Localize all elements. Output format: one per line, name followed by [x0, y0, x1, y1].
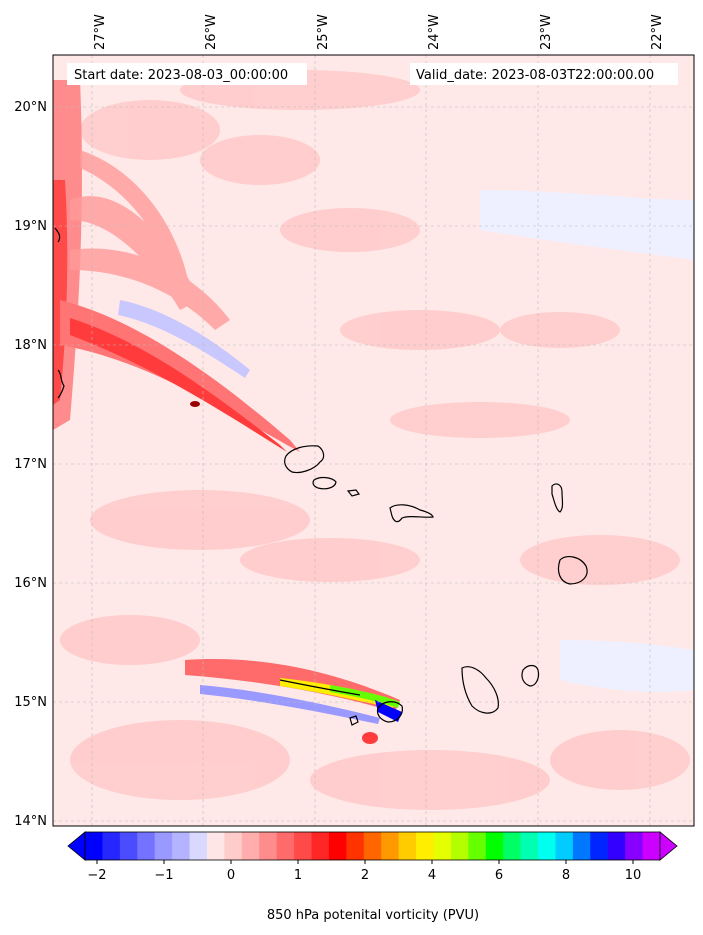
colorbar-tick-label: 10 — [625, 868, 642, 883]
colorbar-tick-label: 8 — [562, 868, 570, 883]
pv-southern-blob — [362, 732, 378, 744]
colorbar-tick-label: −1 — [154, 868, 173, 883]
pv-filament-southern-blue — [200, 685, 380, 724]
colorbar-swatch — [189, 832, 208, 860]
colorbar-swatch — [468, 832, 487, 860]
colorbar-swatch — [555, 832, 574, 860]
colorbar-swatch — [363, 832, 382, 860]
info-box-valid: Valid_date: 2023-08-03T22:00:00.00 — [410, 63, 678, 85]
coastline-west-edge — [57, 369, 65, 399]
info-box-start: Start date: 2023-08-03_00:00:00 — [67, 63, 307, 85]
pv-filament-southern-peak — [330, 685, 400, 708]
colorbar-over-arrow — [659, 831, 678, 861]
colorbar-swatch — [538, 832, 556, 860]
colorbar-tick-label: 0 — [227, 868, 235, 883]
colorbar-swatch — [85, 832, 103, 860]
pv-filament-northern-blue — [118, 300, 250, 378]
island-santiago — [461, 666, 499, 714]
colorbar-swatch — [450, 832, 469, 860]
pv-streaks-northwest — [70, 150, 230, 330]
colorbar-swatch — [642, 832, 661, 860]
potential-vorticity-map — [53, 55, 694, 826]
pv-negative-area — [480, 190, 694, 260]
colorbar-swatch — [520, 832, 539, 860]
coastline-west-fragment — [54, 227, 61, 243]
colorbar-tick-label: 2 — [361, 868, 369, 883]
pv-filament-southern-negative — [375, 700, 402, 722]
colorbar-label: 850 hPa potenital vorticity (PVU) — [267, 908, 479, 923]
contour-fragment — [279, 679, 361, 696]
colorbar-swatch — [503, 832, 522, 860]
colorbar-tick-label: 1 — [294, 868, 302, 883]
colorbar-swatch — [172, 832, 191, 860]
island-santo-antao — [284, 445, 325, 474]
colorbar-swatch — [206, 832, 225, 860]
colorbar-swatch — [346, 832, 365, 860]
colorbar-frame — [84, 831, 661, 861]
colorbar-swatch — [328, 832, 347, 860]
island-sao-nicolau — [389, 504, 434, 523]
colorbar-swatch — [381, 832, 400, 860]
colorbar-swatch — [259, 832, 278, 860]
island-boa-vista — [557, 556, 588, 585]
colorbar-swatch — [607, 832, 626, 860]
coastlines — [54, 227, 588, 726]
longitude-labels: 27°W 26°W 25°W 24°W 23°W 22°W — [93, 14, 665, 50]
latitude-labels: 20°N 19°N 18°N 17°N 16°N 15°N 14°N — [14, 100, 47, 829]
colorbar-swatch — [241, 832, 260, 860]
island-santa-luzia — [346, 489, 361, 497]
colorbar-swatch — [485, 832, 504, 860]
colorbar-swatch — [572, 832, 591, 860]
colorbar-swatch — [276, 832, 295, 860]
colorbar: −2 −1 0 1 2 4 6 8 10 — [67, 831, 678, 883]
lon-tick-label: 25°W — [316, 14, 331, 50]
pv-filament-northern-core — [70, 318, 287, 452]
colorbar-swatch — [590, 832, 609, 860]
colorbar-swatch — [398, 832, 417, 860]
colorbar-swatch — [119, 832, 138, 860]
lat-tick-label: 16°N — [14, 576, 47, 591]
lat-tick-label: 17°N — [14, 457, 47, 472]
lon-tick-label: 22°W — [650, 14, 665, 50]
island-maio — [521, 664, 540, 687]
pv-band-west-core — [53, 180, 68, 405]
colorbar-tick-label: −2 — [87, 868, 106, 883]
colorbar-swatch — [102, 832, 121, 860]
colorbar-swatch — [294, 832, 313, 860]
lon-tick-label: 26°W — [204, 14, 219, 50]
lat-tick-label: 14°N — [14, 814, 47, 829]
colorbar-under-arrow — [67, 831, 86, 861]
colorbar-swatch — [625, 832, 644, 860]
map-gridlines — [53, 55, 694, 826]
colorbar-swatch — [433, 832, 452, 860]
colorbar-swatch — [137, 832, 156, 860]
colorbar-swatch — [154, 832, 173, 860]
valid-date-text: Valid_date: 2023-08-03T22:00:00.00 — [416, 68, 654, 83]
lon-tick-label: 23°W — [539, 14, 554, 50]
lat-tick-label: 18°N — [14, 338, 47, 353]
colorbar-swatch — [224, 832, 243, 860]
start-date-text: Start date: 2023-08-03_00:00:00 — [74, 68, 288, 83]
lon-tick-label: 27°W — [93, 14, 108, 50]
island-fogo — [376, 701, 403, 723]
island-brava — [349, 715, 359, 726]
colorbar-swatch — [416, 832, 434, 860]
pv-negative-area — [560, 640, 694, 692]
colorbar-tick-label: 4 — [428, 868, 436, 883]
island-sal — [551, 483, 564, 513]
map-background — [53, 55, 694, 826]
lon-tick-label: 24°W — [427, 14, 442, 50]
lat-tick-label: 20°N — [14, 100, 47, 115]
lat-tick-label: 15°N — [14, 695, 47, 710]
colorbar-swatch — [311, 832, 330, 860]
map-frame — [52, 54, 695, 827]
lat-tick-label: 19°N — [14, 219, 47, 234]
island-sao-vicente — [312, 476, 337, 490]
colorbar-tick-label: 6 — [495, 868, 503, 883]
pv-maximum-marker — [190, 401, 200, 407]
